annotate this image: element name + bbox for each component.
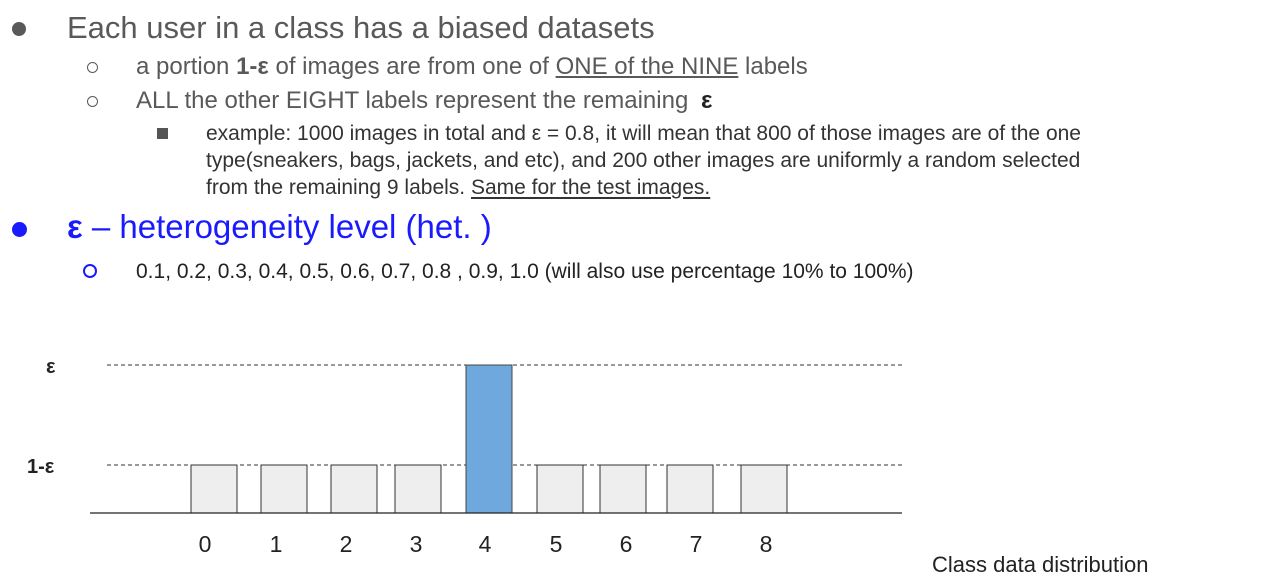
bar-class-4	[465, 364, 513, 514]
class-distribution-chart: ε 1-ε 0 1 2 3 4 5 6 7 8 Class data distribution	[27, 356, 1148, 577]
bullet-dot	[12, 22, 26, 36]
sub-bullet-portion: a portion 1-ε of images are from one of …	[136, 53, 808, 81]
text-segment: – heterogeneity level (het. )	[82, 208, 492, 245]
bar-class-3	[394, 464, 442, 514]
bar-class-1	[260, 464, 308, 514]
example-line: from the remaining 9 labels. Same for th…	[206, 174, 1081, 201]
epsilon-term: ε	[700, 87, 713, 114]
example-text: example: 1000 images in total and ε = 0.…	[206, 120, 1081, 201]
sub-sub-bullet-square	[157, 128, 168, 139]
text-segment: a portion	[136, 53, 237, 80]
reference-line-label: ε	[46, 356, 56, 378]
x-tick-label: 6	[620, 531, 633, 557]
text-segment: labels	[738, 53, 808, 80]
x-tick-label: 7	[690, 531, 703, 557]
x-tick-label: 4	[479, 531, 492, 557]
bar-class-0	[190, 464, 238, 514]
bullet-heading-biased-datasets: Each user in a class has a biased datase…	[67, 10, 655, 45]
text-segment: ALL the other EIGHT labels represent the…	[136, 87, 695, 114]
x-tick-label: 2	[340, 531, 353, 557]
bar-class-5	[536, 464, 584, 514]
x-tick-label: 1	[270, 531, 283, 557]
chart-caption: Class data distribution	[932, 552, 1148, 577]
sub-bullet-circle-blue	[83, 264, 97, 278]
example-line: type(sneakers, bags, jackets, and etc), …	[206, 149, 1081, 172]
heterogeneity-values: 0.1, 0.2, 0.3, 0.4, 0.5, 0.6, 0.7, 0.8 ,…	[136, 260, 914, 283]
epsilon-term: ε	[67, 208, 83, 245]
sub-bullet-circle	[87, 62, 98, 73]
text-segment: from the remaining 9 labels.	[206, 176, 471, 199]
text-segment: of images are from one of	[268, 53, 556, 80]
x-tick-label: 5	[550, 531, 563, 557]
sub-bullet-circle	[87, 96, 98, 107]
example-line: example: 1000 images in total and ε = 0.…	[206, 122, 1081, 145]
x-tick-label: 0	[199, 531, 212, 557]
x-tick-label: 3	[410, 531, 423, 557]
epsilon-term: 1-ε	[236, 53, 269, 80]
bar-class-2	[330, 464, 378, 514]
bar-class-7	[666, 464, 714, 514]
bullet-heading-heterogeneity: ε – heterogeneity level (het. )	[67, 208, 492, 246]
bar-class-8	[740, 464, 788, 514]
underlined-text: ONE of the NINE	[555, 53, 739, 80]
reference-line-label: 1-ε	[27, 456, 55, 478]
underlined-text: Same for the test images.	[470, 176, 711, 199]
bar-class-6	[599, 464, 647, 514]
x-tick-label: 8	[760, 531, 773, 557]
bullet-dot-blue	[12, 222, 27, 237]
sub-bullet-remaining: ALL the other EIGHT labels represent the…	[136, 87, 712, 115]
